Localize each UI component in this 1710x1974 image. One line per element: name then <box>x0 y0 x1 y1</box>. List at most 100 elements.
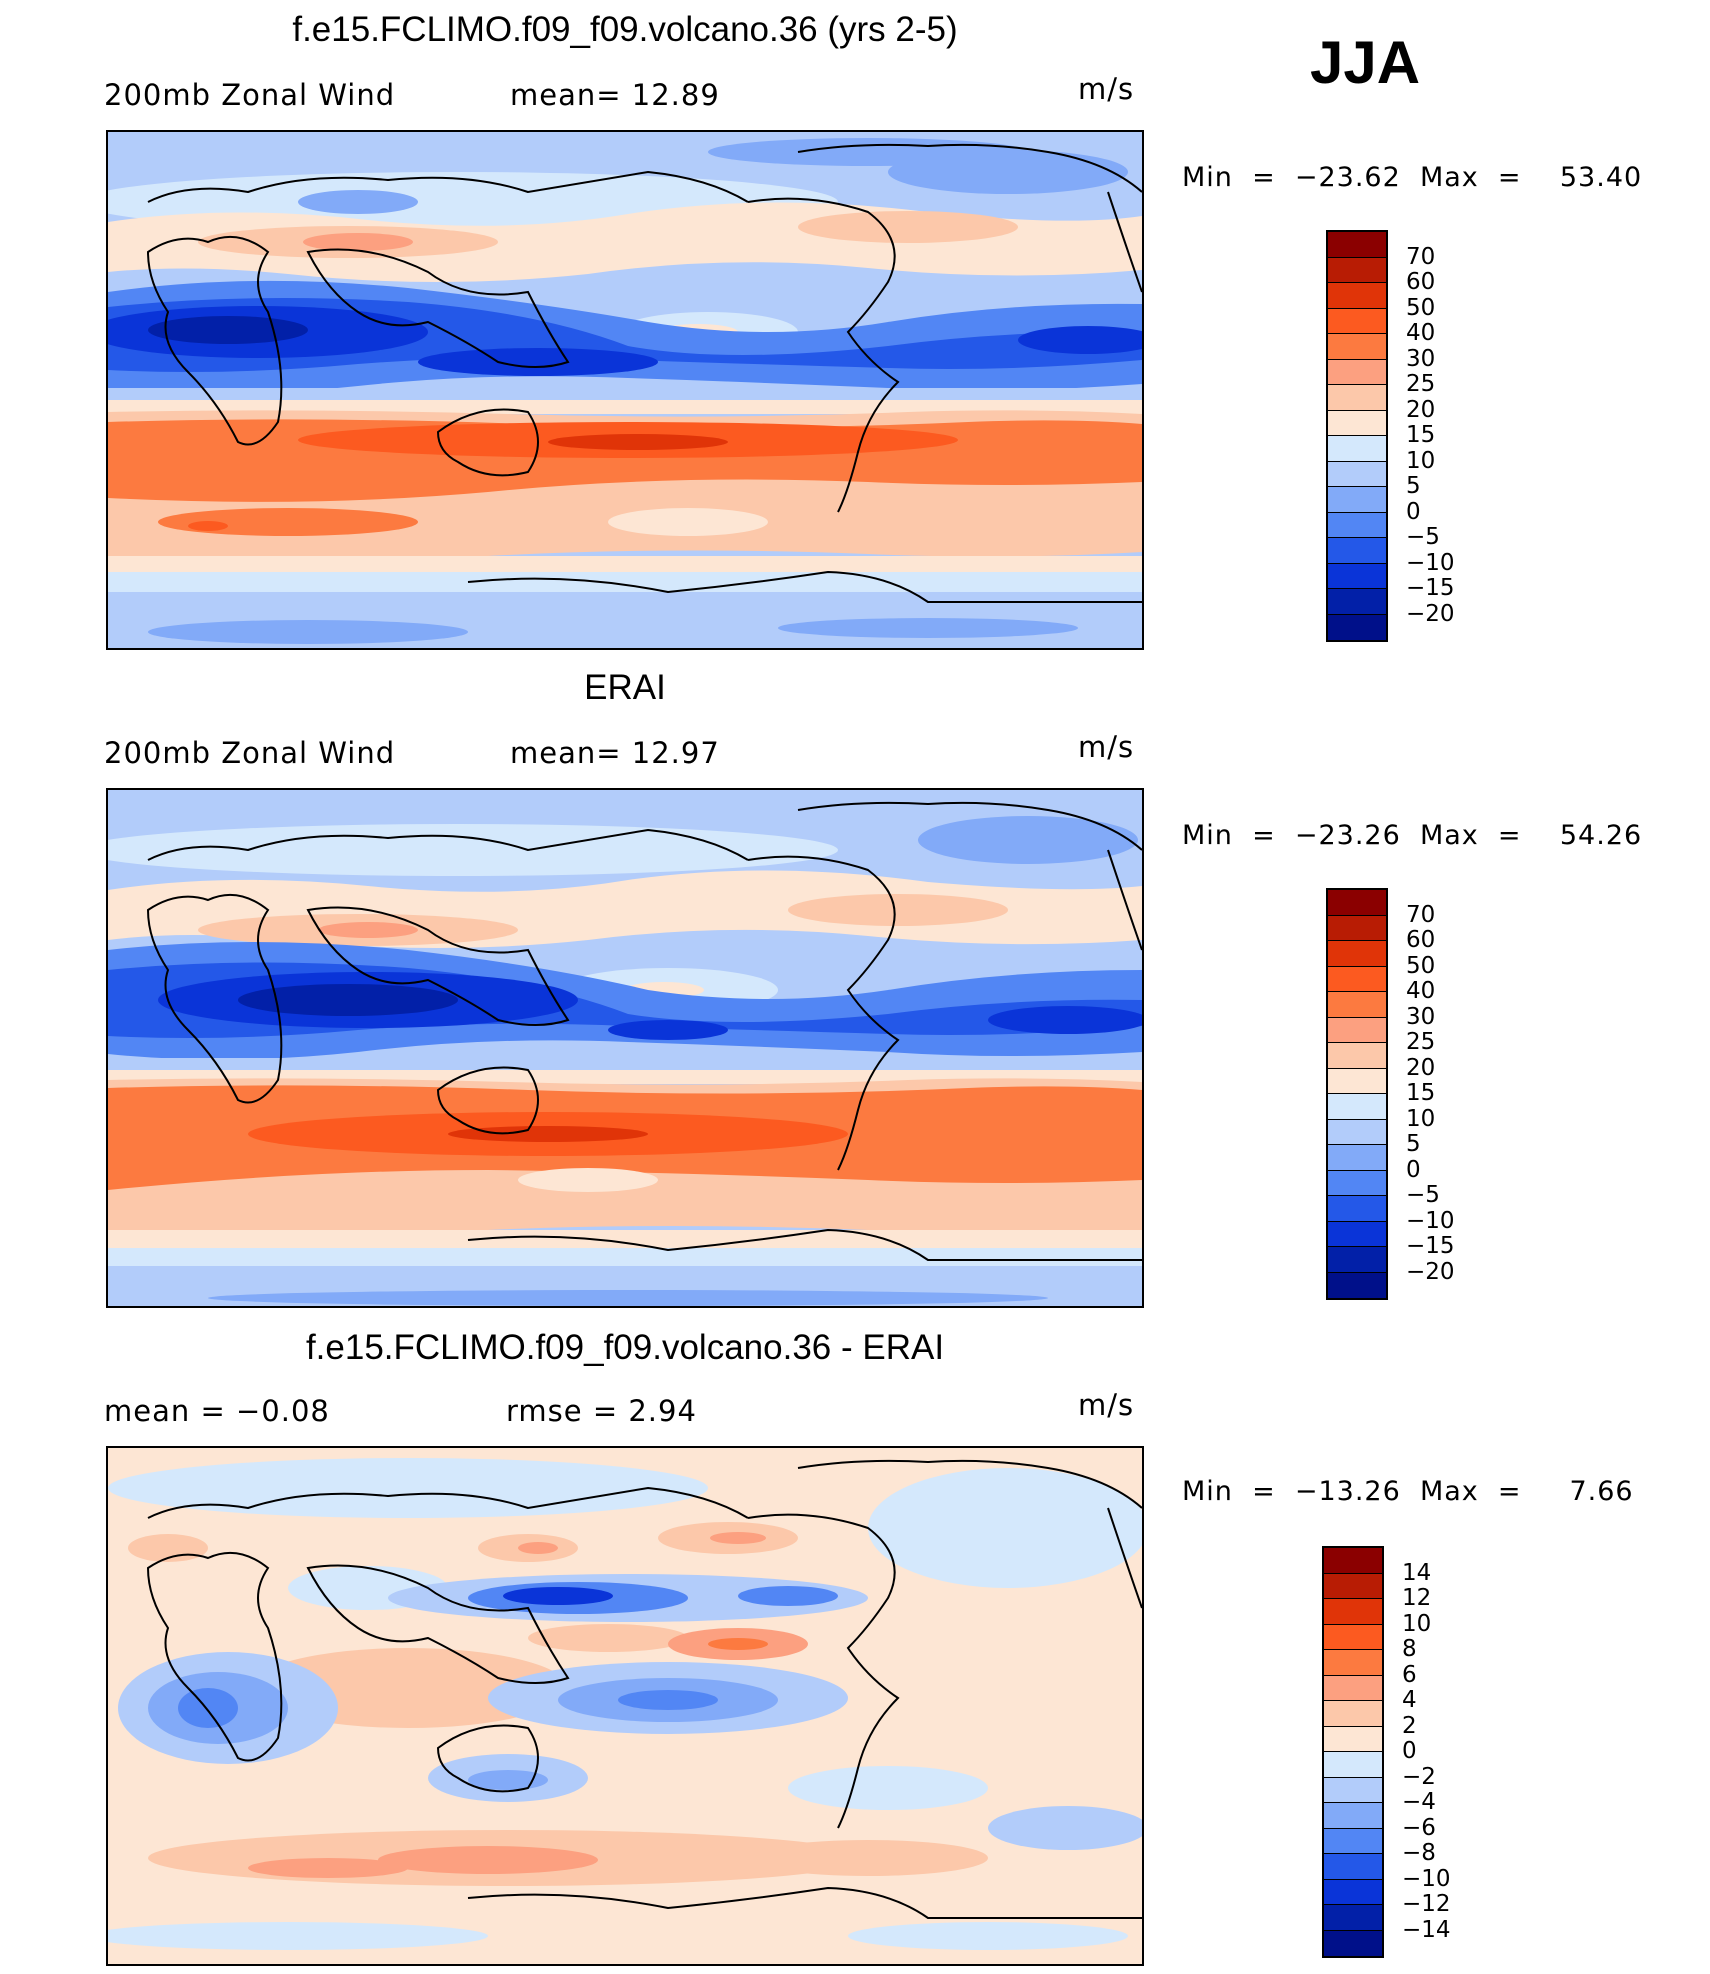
colorbar-swatch <box>1324 1752 1382 1778</box>
colorbar-swatch <box>1328 308 1386 334</box>
colorbar-swatch <box>1328 257 1386 283</box>
colorbar-swatch <box>1328 890 1386 916</box>
panel-model-units: m/s <box>1078 72 1135 106</box>
colorbar-swatch <box>1328 1247 1386 1273</box>
colorbar-tick-label: −14 <box>1402 1916 1451 1943</box>
colorbar-swatch <box>1324 1879 1382 1905</box>
colorbar-tick-label: 25 <box>1406 1029 1436 1055</box>
panel-diff-title: f.e15.FCLIMO.f09_f09.volcano.36 - ERAI <box>305 1328 945 1367</box>
colorbar-swatch <box>1328 538 1386 564</box>
colorbar-swatch <box>1324 1548 1382 1574</box>
panel-obs-field-label: 200mb Zonal Wind <box>104 736 396 770</box>
colorbar-tick-label: 0 <box>1406 1156 1421 1183</box>
colorbar-tick-label: −2 <box>1402 1763 1436 1790</box>
colorbar-tick-label: −15 <box>1406 575 1455 601</box>
colorbar-swatch <box>1328 992 1386 1018</box>
colorbar-tick-label: 10 <box>1402 1610 1432 1637</box>
colorbar-swatch <box>1324 1701 1382 1727</box>
colorbar-swatch <box>1328 966 1386 992</box>
colorbar-tick-label: 12 <box>1402 1585 1432 1611</box>
colorbar-tick-label: 70 <box>1406 901 1436 928</box>
colorbar-swatch <box>1328 385 1386 411</box>
colorbar-tick-label: −12 <box>1402 1891 1451 1917</box>
colorbar-swatch <box>1328 563 1386 589</box>
colorbar-tick-label: 60 <box>1406 927 1436 953</box>
panel-diff-mean: mean = −0.08 <box>104 1394 330 1428</box>
panel-model-minmax: Min = −23.62 Max = 53.40 <box>1182 162 1643 193</box>
colorbar-swatch <box>1328 1119 1386 1145</box>
colorbar-swatch <box>1328 1221 1386 1247</box>
panel-model-field-label: 200mb Zonal Wind <box>104 78 396 112</box>
colorbar-swatch <box>1328 1094 1386 1120</box>
panel-obs-units: m/s <box>1078 730 1135 764</box>
colorbar-swatch <box>1324 1599 1382 1625</box>
colorbar-swatch <box>1328 283 1386 309</box>
panel-diff-units: m/s <box>1078 1388 1135 1422</box>
panel-model-map <box>106 130 1144 650</box>
colorbar-tick-label: 15 <box>1406 1080 1436 1106</box>
colorbar-tick-label: 25 <box>1406 371 1436 397</box>
colorbar-swatch <box>1328 436 1386 462</box>
panel-model-title: f.e15.FCLIMO.f09_f09.volcano.36 (yrs 2-5… <box>292 10 958 49</box>
colorbar-tick-label: −8 <box>1402 1840 1436 1866</box>
colorbar-swatch <box>1328 512 1386 538</box>
colorbar-swatch <box>1328 232 1386 258</box>
colorbar-tick-label: 50 <box>1406 294 1436 321</box>
colorbar-tick-label: 70 <box>1406 243 1436 270</box>
colorbar-tick-label: 30 <box>1406 345 1436 372</box>
colorbar-tick-label: 40 <box>1406 978 1436 1004</box>
colorbar-tick-label: −15 <box>1406 1233 1455 1259</box>
colorbar-tick-label: 40 <box>1406 320 1436 346</box>
colorbar-tick-label: −5 <box>1406 1182 1440 1208</box>
colorbar-swatch <box>1328 1043 1386 1069</box>
colorbar-tick-label: 14 <box>1402 1559 1432 1586</box>
colorbar-swatch <box>1324 1905 1382 1931</box>
panel-obs-colorbar <box>1326 888 1388 1300</box>
colorbar-tick-label: 2 <box>1402 1712 1417 1739</box>
colorbar-swatch <box>1324 1650 1382 1676</box>
colorbar-swatch <box>1328 614 1386 640</box>
panel-diff-colorbar <box>1322 1546 1384 1958</box>
panel-diff-map <box>106 1446 1144 1966</box>
colorbar-tick-label: 4 <box>1402 1687 1417 1713</box>
colorbar-tick-label: 50 <box>1406 952 1436 979</box>
season-label: JJA <box>1310 29 1421 96</box>
colorbar-swatch <box>1328 359 1386 385</box>
colorbar-swatch <box>1328 487 1386 513</box>
colorbar-tick-label: 20 <box>1406 1054 1436 1081</box>
panel-obs-map <box>106 788 1144 1308</box>
panel-obs-mean: mean= 12.97 <box>510 736 720 770</box>
colorbar-tick-label: −20 <box>1406 600 1455 627</box>
colorbar-tick-label: −10 <box>1402 1865 1451 1892</box>
panel-obs-contour-field <box>108 790 1142 1306</box>
colorbar-swatch <box>1324 1828 1382 1854</box>
colorbar-tick-label: −10 <box>1406 1207 1455 1234</box>
colorbar-tick-label: −10 <box>1406 549 1455 576</box>
colorbar-tick-label: 10 <box>1406 1105 1436 1132</box>
colorbar-swatch <box>1328 915 1386 941</box>
panel-diff-minmax: Min = −13.26 Max = 7.66 <box>1182 1476 1634 1507</box>
panel-diff-contour-field <box>108 1448 1142 1964</box>
panel-model-contour-field <box>108 132 1142 648</box>
colorbar-tick-label: −5 <box>1406 524 1440 550</box>
colorbar-swatch <box>1324 1624 1382 1650</box>
colorbar-tick-label: 5 <box>1406 1131 1421 1157</box>
colorbar-swatch <box>1324 1854 1382 1880</box>
colorbar-tick-label: −6 <box>1402 1814 1436 1841</box>
colorbar-tick-label: 10 <box>1406 447 1436 474</box>
colorbar-swatch <box>1324 1930 1382 1956</box>
panel-obs-title: ERAI <box>584 668 666 707</box>
colorbar-tick-label: 0 <box>1406 498 1421 525</box>
colorbar-tick-label: 8 <box>1402 1636 1417 1662</box>
colorbar-tick-label: 60 <box>1406 269 1436 295</box>
colorbar-swatch <box>1324 1803 1382 1829</box>
colorbar-swatch <box>1328 1068 1386 1094</box>
colorbar-swatch <box>1328 1017 1386 1043</box>
colorbar-swatch <box>1328 410 1386 436</box>
colorbar-tick-label: 6 <box>1402 1661 1417 1688</box>
colorbar-swatch <box>1328 334 1386 360</box>
colorbar-swatch <box>1324 1675 1382 1701</box>
panel-model-mean: mean= 12.89 <box>510 78 720 112</box>
colorbar-tick-label: 15 <box>1406 422 1436 448</box>
